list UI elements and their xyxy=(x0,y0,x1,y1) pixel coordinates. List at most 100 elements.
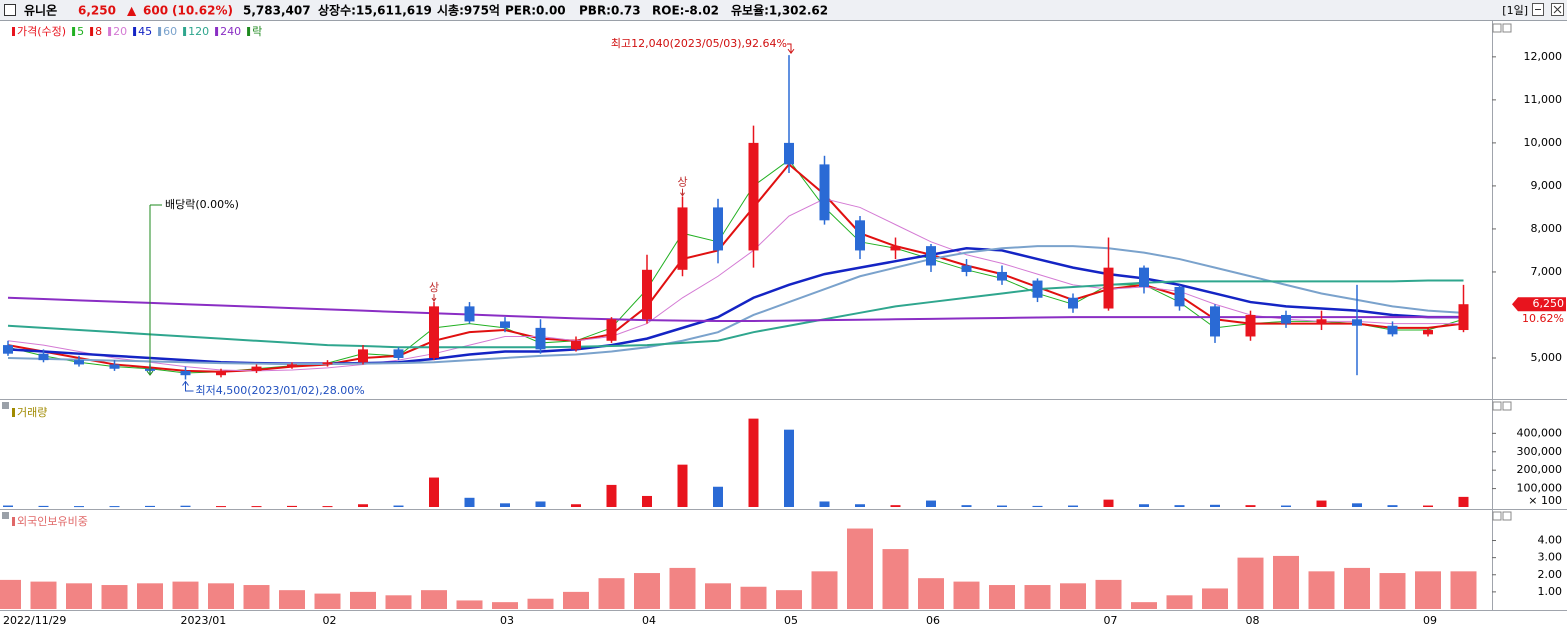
pbr: PBR:0.73 xyxy=(579,4,641,18)
panel-title-swatch xyxy=(12,408,15,417)
bar xyxy=(740,586,767,609)
min-arrow xyxy=(182,380,194,392)
x-tick-label: 03 xyxy=(500,614,514,627)
bar xyxy=(172,581,199,609)
bar xyxy=(1139,504,1149,507)
bar xyxy=(243,585,270,609)
legend-label: 60 xyxy=(163,25,177,38)
candle-body xyxy=(571,340,581,350)
candle-body xyxy=(393,349,404,358)
bar xyxy=(1273,555,1299,609)
bar xyxy=(1379,573,1406,609)
bar xyxy=(989,585,1015,609)
change-arrow: ▲ xyxy=(127,4,137,18)
legend-swatch xyxy=(108,27,112,36)
candle-body xyxy=(961,265,972,272)
ma-line xyxy=(7,162,1464,373)
panel-menu-button[interactable] xyxy=(1492,511,1502,521)
bar xyxy=(997,505,1007,507)
bar xyxy=(1344,567,1370,609)
select-checkbox[interactable] xyxy=(4,4,16,16)
window-buttons xyxy=(1532,3,1564,16)
bar xyxy=(456,600,483,609)
volume: 5,783,407 xyxy=(243,4,311,18)
bar xyxy=(314,593,341,609)
ma-line xyxy=(7,159,1464,374)
bar xyxy=(918,578,944,609)
candle-body xyxy=(784,142,794,165)
candle-body xyxy=(642,269,652,320)
candle-body xyxy=(1281,314,1291,324)
candle-body xyxy=(1387,325,1398,335)
panel-max-button[interactable] xyxy=(1502,23,1512,33)
legend-label: 가격(수정) xyxy=(17,25,66,38)
legend-label: 락 xyxy=(252,25,262,38)
x-tick-label: 06 xyxy=(926,614,940,627)
candle-body xyxy=(606,319,617,341)
bar xyxy=(429,477,439,507)
candle-body xyxy=(216,370,226,376)
bar xyxy=(1245,505,1256,507)
x-tick-label: 2023/01 xyxy=(181,614,227,627)
bar xyxy=(535,501,546,507)
panel-handle[interactable] xyxy=(2,402,9,409)
bar xyxy=(1210,504,1220,507)
change-percent: (10.62%) xyxy=(172,4,233,18)
panel-title: 외국인보유비중 xyxy=(17,515,88,528)
candle-body xyxy=(358,349,368,363)
bar xyxy=(279,590,305,609)
last-price-box xyxy=(1512,297,1566,312)
panel-handle[interactable] xyxy=(2,512,9,519)
period-button[interactable]: [1일] xyxy=(1502,3,1528,17)
bar xyxy=(1174,505,1185,507)
candle-body xyxy=(997,271,1007,281)
legend-label: 240 xyxy=(220,25,241,38)
candle-body xyxy=(109,364,120,369)
candle-body xyxy=(1352,319,1362,326)
legend-swatch xyxy=(90,27,94,36)
legend-swatch xyxy=(215,27,219,36)
bar xyxy=(1068,505,1078,507)
limit-up-arrow xyxy=(431,294,437,302)
bar xyxy=(634,573,660,609)
moving-averages xyxy=(7,159,1464,374)
bar xyxy=(642,495,652,507)
candle-body xyxy=(251,366,262,371)
panel-menu-button[interactable] xyxy=(1492,23,1502,33)
candle-body xyxy=(1245,314,1256,337)
bar xyxy=(322,506,333,508)
last-pct-label: 10.62% xyxy=(1522,312,1564,325)
current-price: 6,250 xyxy=(78,4,116,18)
bar xyxy=(1387,505,1398,507)
candle-body xyxy=(890,246,901,251)
legend-swatch xyxy=(247,27,251,36)
legend-label: 5 xyxy=(77,25,84,38)
bar xyxy=(1316,500,1327,507)
limit-up-arrow xyxy=(680,188,685,197)
bar xyxy=(571,504,581,507)
x-tick-label: 2022/11/29 xyxy=(3,614,66,627)
panel-menu-button[interactable] xyxy=(1492,401,1502,411)
bar xyxy=(598,578,625,609)
bar xyxy=(1415,571,1441,609)
candle-body xyxy=(748,142,759,251)
legend-label: 45 xyxy=(138,25,152,38)
panel-frames xyxy=(0,21,1567,611)
stock-name: 유니온 xyxy=(24,3,57,18)
candle-body xyxy=(819,164,830,221)
bar xyxy=(1202,588,1228,609)
limit-up-marker: 상 xyxy=(677,176,687,189)
candle-body xyxy=(38,353,49,361)
ma-line xyxy=(7,198,1464,372)
candle-body xyxy=(535,327,546,350)
bar xyxy=(74,506,84,508)
bar xyxy=(713,486,723,507)
y-tick-label: 5,000 xyxy=(1531,351,1563,364)
bar xyxy=(1166,595,1193,609)
bar xyxy=(421,590,447,609)
ma-line xyxy=(7,279,1464,349)
y-tick-label: 300,000 xyxy=(1517,445,1563,458)
panel-max-button[interactable] xyxy=(1502,401,1512,411)
panel-max-button[interactable] xyxy=(1502,511,1512,521)
candle-body xyxy=(1139,267,1149,288)
